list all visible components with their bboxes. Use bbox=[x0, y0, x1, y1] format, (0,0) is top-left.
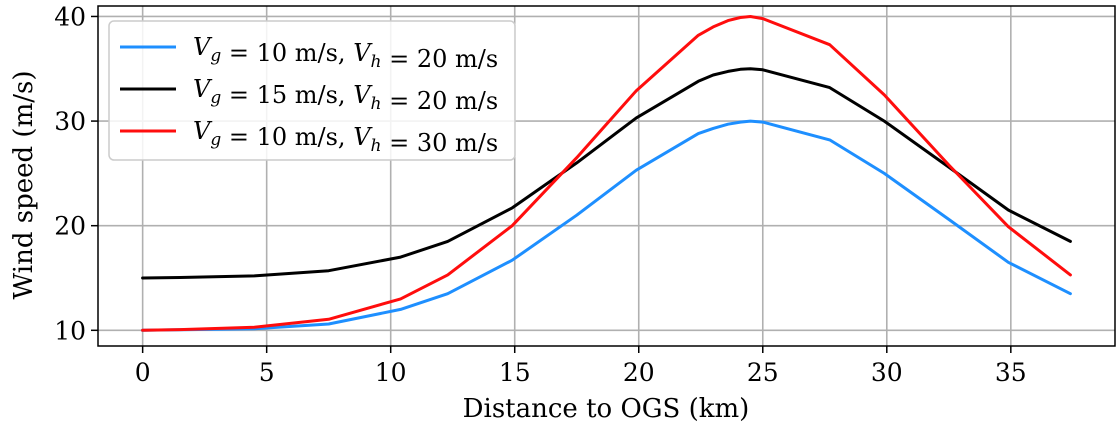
series-line-2 bbox=[141, 67, 1072, 280]
legend: Vg = 10 m/s, Vh = 20 m/sVg = 15 m/s, Vh … bbox=[108, 20, 516, 161]
x-tick-label-0: 0 bbox=[135, 358, 151, 387]
y-tick-label-10: 10 bbox=[54, 316, 86, 345]
y-tick-label-40: 40 bbox=[54, 2, 86, 31]
series-line-1 bbox=[141, 119, 1072, 332]
x-axis-label: Distance to OGS (km) bbox=[463, 394, 750, 423]
legend-label-1: Vg = 10 m/s, Vh = 20 m/s bbox=[193, 33, 498, 73]
x-tick-label-35: 35 bbox=[995, 358, 1027, 387]
y-axis-ticks: 10 20 30 40 bbox=[54, 2, 98, 345]
x-tick-label-30: 30 bbox=[871, 358, 903, 387]
series-lines bbox=[141, 15, 1072, 332]
x-tick-label-5: 5 bbox=[259, 358, 275, 387]
x-axis-ticks: 0 5 10 15 20 25 30 35 bbox=[135, 346, 1027, 387]
series-line-3 bbox=[141, 15, 1072, 332]
x-tick-label-25: 25 bbox=[747, 358, 779, 387]
x-tick-label-15: 15 bbox=[499, 358, 531, 387]
plot-frame bbox=[97, 5, 1116, 347]
legend-label-3: Vg = 10 m/s, Vh = 30 m/s bbox=[193, 117, 498, 157]
x-tick-label-20: 20 bbox=[623, 358, 655, 387]
legend-box bbox=[108, 20, 516, 161]
legend-label-2: Vg = 15 m/s, Vh = 20 m/s bbox=[193, 75, 498, 115]
x-tick-label-10: 10 bbox=[375, 358, 407, 387]
y-tick-label-30: 30 bbox=[54, 107, 86, 136]
y-axis-label: Wind speed (m/s) bbox=[9, 71, 39, 300]
y-tick-label-20: 20 bbox=[54, 212, 86, 241]
